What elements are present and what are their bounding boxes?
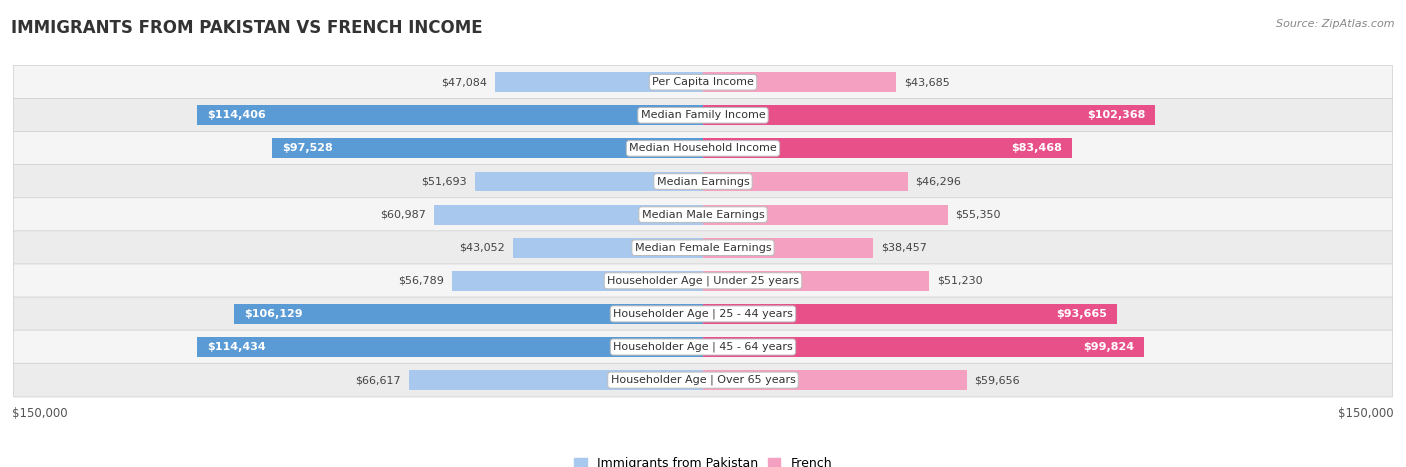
FancyBboxPatch shape — [14, 99, 1392, 132]
FancyBboxPatch shape — [14, 264, 1392, 297]
Text: $114,434: $114,434 — [207, 342, 266, 352]
Text: Householder Age | Under 25 years: Householder Age | Under 25 years — [607, 276, 799, 286]
Text: $38,457: $38,457 — [882, 243, 927, 253]
Bar — [453, 271, 703, 291]
Text: $46,296: $46,296 — [915, 177, 962, 186]
Bar — [703, 139, 1071, 158]
Bar — [703, 171, 908, 191]
Bar — [513, 238, 703, 258]
Text: $66,617: $66,617 — [356, 375, 401, 385]
Bar — [197, 337, 703, 357]
Bar — [703, 271, 929, 291]
Text: $43,052: $43,052 — [458, 243, 505, 253]
Bar — [703, 238, 873, 258]
Text: $55,350: $55,350 — [956, 210, 1001, 219]
Bar — [703, 337, 1144, 357]
Text: $102,368: $102,368 — [1087, 110, 1146, 120]
Text: Median Earnings: Median Earnings — [657, 177, 749, 186]
Text: Median Male Earnings: Median Male Earnings — [641, 210, 765, 219]
FancyBboxPatch shape — [14, 65, 1392, 99]
FancyBboxPatch shape — [14, 297, 1392, 331]
Bar — [703, 72, 896, 92]
Text: Median Family Income: Median Family Income — [641, 110, 765, 120]
Bar — [475, 171, 703, 191]
Text: Median Female Earnings: Median Female Earnings — [634, 243, 772, 253]
Text: Householder Age | 25 - 44 years: Householder Age | 25 - 44 years — [613, 309, 793, 319]
Bar — [703, 205, 948, 225]
Text: $51,693: $51,693 — [420, 177, 467, 186]
Text: $51,230: $51,230 — [938, 276, 983, 286]
Text: $99,824: $99,824 — [1083, 342, 1135, 352]
FancyBboxPatch shape — [14, 330, 1392, 364]
Text: Householder Age | Over 65 years: Householder Age | Over 65 years — [610, 375, 796, 385]
Text: Median Household Income: Median Household Income — [628, 143, 778, 154]
Bar — [271, 139, 703, 158]
Bar — [703, 370, 966, 390]
Text: $83,468: $83,468 — [1011, 143, 1062, 154]
Text: $97,528: $97,528 — [283, 143, 333, 154]
Bar — [433, 205, 703, 225]
Bar — [409, 370, 703, 390]
Text: $47,084: $47,084 — [441, 77, 486, 87]
Text: $93,665: $93,665 — [1056, 309, 1107, 319]
Bar — [197, 106, 703, 125]
FancyBboxPatch shape — [14, 231, 1392, 265]
Text: IMMIGRANTS FROM PAKISTAN VS FRENCH INCOME: IMMIGRANTS FROM PAKISTAN VS FRENCH INCOM… — [11, 19, 482, 37]
Bar — [495, 72, 703, 92]
Bar — [703, 304, 1116, 324]
Text: $114,406: $114,406 — [208, 110, 266, 120]
FancyBboxPatch shape — [14, 165, 1392, 198]
Text: $56,789: $56,789 — [398, 276, 444, 286]
Text: Householder Age | 45 - 64 years: Householder Age | 45 - 64 years — [613, 342, 793, 352]
Text: $106,129: $106,129 — [245, 309, 302, 319]
Bar — [233, 304, 703, 324]
Text: Source: ZipAtlas.com: Source: ZipAtlas.com — [1277, 19, 1395, 28]
Text: $60,987: $60,987 — [380, 210, 426, 219]
Text: Per Capita Income: Per Capita Income — [652, 77, 754, 87]
Text: $43,685: $43,685 — [904, 77, 949, 87]
Bar — [703, 106, 1156, 125]
FancyBboxPatch shape — [14, 363, 1392, 397]
Legend: Immigrants from Pakistan, French: Immigrants from Pakistan, French — [574, 457, 832, 467]
FancyBboxPatch shape — [14, 132, 1392, 165]
Text: $59,656: $59,656 — [974, 375, 1021, 385]
FancyBboxPatch shape — [14, 198, 1392, 232]
